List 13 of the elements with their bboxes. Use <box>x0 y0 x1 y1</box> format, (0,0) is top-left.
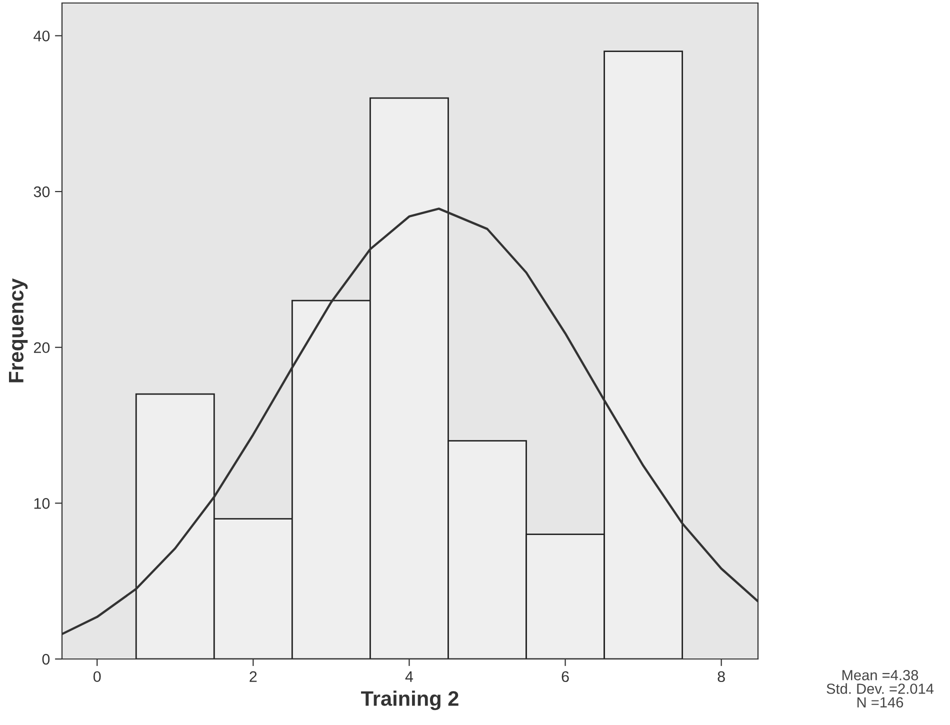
y-tick-label: 0 <box>42 654 50 665</box>
y-tick-label: 40 <box>34 30 50 42</box>
x-axis-title: Training 2 <box>361 690 458 710</box>
y-tick-label: 10 <box>34 498 50 509</box>
text: Mean =4.38 Std. Dev. =2.014 N =146 <box>826 670 934 708</box>
y-axis-title: Frequency <box>8 278 28 382</box>
x-tick-label: 6 <box>562 671 569 682</box>
x-tick-label: 0 <box>93 671 101 682</box>
y-tick-label: 20 <box>34 342 50 354</box>
x-tick-label: 4 <box>405 671 414 682</box>
y-tick-label: 30 <box>34 186 50 198</box>
x-tick-label: 8 <box>718 671 725 682</box>
x-tick-label: 2 <box>250 671 257 682</box>
